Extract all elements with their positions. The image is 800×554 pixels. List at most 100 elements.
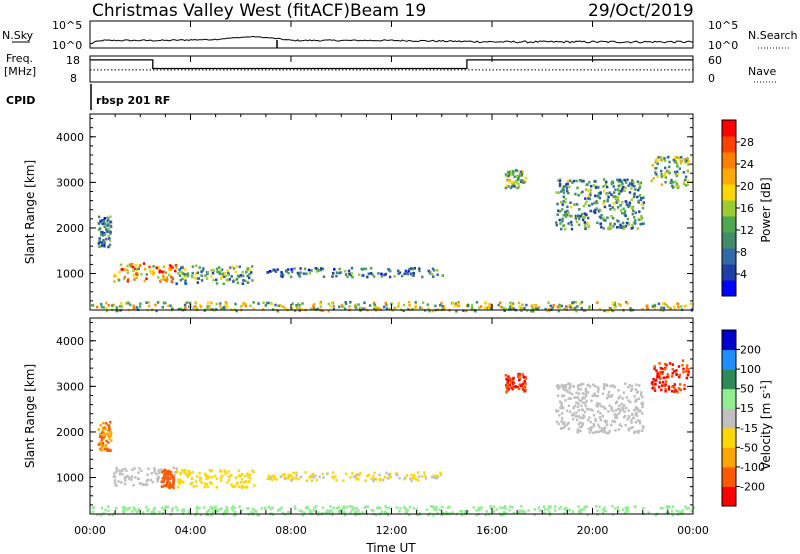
heatmap-cell	[567, 222, 570, 225]
heatmap-cell	[516, 186, 519, 190]
heatmap-cell	[520, 173, 523, 177]
heatmap-cell	[372, 475, 375, 478]
heatmap-cell	[603, 189, 606, 193]
heatmap-cell	[363, 301, 366, 305]
heatmap-cell	[234, 476, 238, 480]
heatmap-cell	[667, 512, 670, 515]
heatmap-cell	[626, 178, 629, 181]
heatmap-cell	[682, 171, 685, 174]
heatmap-cell	[504, 186, 508, 190]
heatmap-cell	[206, 306, 209, 309]
heatmap-cell	[423, 471, 426, 474]
heatmap-cell	[109, 230, 112, 234]
heatmap-cell	[603, 509, 606, 513]
heatmap-cell	[321, 267, 325, 271]
heatmap-cell	[560, 406, 563, 410]
heatmap-cell	[653, 304, 657, 307]
heatmap-cell	[403, 272, 406, 276]
heatmap-cell	[478, 306, 481, 310]
heatmap-cell	[100, 434, 103, 438]
heatmap-cell	[521, 307, 524, 310]
heatmap-cell	[106, 216, 109, 220]
heatmap-cell	[641, 402, 645, 406]
heatmap-cell	[566, 182, 569, 186]
heatmap-cell	[343, 513, 347, 517]
heatmap-cell	[634, 405, 638, 409]
heatmap-cell	[245, 270, 248, 274]
heatmap-cell	[347, 269, 351, 273]
heatmap-cell	[229, 266, 232, 269]
heatmap-cell	[187, 305, 191, 308]
heatmap-cell	[388, 506, 391, 510]
heatmap-cell	[98, 245, 101, 248]
heatmap-cell	[579, 511, 582, 514]
heatmap-cell	[562, 406, 565, 410]
heatmap-cell	[655, 173, 658, 176]
heatmap-cell	[660, 173, 663, 176]
heatmap-cell	[105, 237, 108, 241]
colorbar-tick-label: 20	[740, 180, 754, 193]
colorbar-swatch	[722, 136, 736, 153]
heatmap-cell	[470, 303, 474, 307]
heatmap-cell	[170, 275, 173, 279]
heatmap-cell	[576, 405, 580, 408]
heatmap-cell	[178, 482, 181, 485]
heatmap-cell	[582, 218, 585, 222]
heatmap-cell	[527, 509, 530, 512]
heatmap-cell	[267, 474, 271, 477]
heatmap-cell	[123, 482, 127, 486]
heatmap-cell	[106, 448, 109, 451]
heatmap-cell	[429, 270, 432, 274]
heatmap-cell	[551, 306, 554, 309]
heatmap-cell	[307, 268, 311, 272]
colorbar-tick-label: 24	[740, 158, 754, 171]
heatmap-cell	[523, 306, 526, 310]
heatmap-cell	[246, 267, 249, 270]
heatmap-cell	[589, 188, 592, 192]
heatmap-cell	[560, 190, 563, 193]
heatmap-cell	[171, 507, 174, 510]
heatmap-cell	[466, 510, 469, 513]
heatmap-cell	[100, 305, 103, 309]
heatmap-cell	[607, 390, 611, 394]
heatmap-cell	[636, 407, 639, 411]
heatmap-cell	[625, 508, 629, 512]
heatmap-cell	[549, 505, 552, 508]
colorbar-swatch	[722, 369, 736, 390]
heatmap-cell	[587, 194, 590, 197]
heatmap-cell	[534, 303, 538, 307]
heatmap-cell	[418, 269, 421, 273]
heatmap-cell	[196, 271, 200, 275]
heatmap-cell	[111, 513, 114, 517]
heatmap-cell	[668, 362, 672, 365]
heatmap-cell	[416, 471, 420, 474]
heatmap-cell	[503, 505, 507, 508]
heatmap-cell	[678, 156, 681, 159]
heatmap-cell	[244, 304, 248, 308]
heatmap-cell	[316, 307, 320, 311]
heatmap-cell	[398, 510, 401, 513]
heatmap-cell	[99, 219, 102, 223]
heatmap-cell	[623, 225, 626, 229]
heatmap-cell	[101, 231, 104, 234]
heatmap-cell	[98, 239, 101, 242]
heatmap-cell	[597, 209, 601, 213]
heatmap-cell	[342, 505, 346, 508]
heatmap-cell	[593, 393, 596, 396]
y-tick-label: 4000	[56, 131, 84, 144]
heatmap-cell	[596, 201, 599, 205]
heatmap-cell	[653, 365, 656, 368]
heatmap-cell	[573, 203, 576, 206]
heatmap-cell	[366, 275, 369, 279]
heatmap-cell	[331, 511, 334, 514]
heatmap-cell	[671, 510, 674, 513]
heatmap-cell	[507, 387, 511, 391]
heatmap-cell	[638, 194, 642, 197]
heatmap-cell	[611, 384, 614, 387]
heatmap-cell	[101, 441, 105, 445]
heatmap-cell	[378, 479, 382, 482]
heatmap-cell	[602, 385, 606, 389]
heatmap-cell	[113, 481, 117, 485]
heatmap-cell	[575, 391, 578, 395]
heatmap-cell	[612, 225, 615, 228]
